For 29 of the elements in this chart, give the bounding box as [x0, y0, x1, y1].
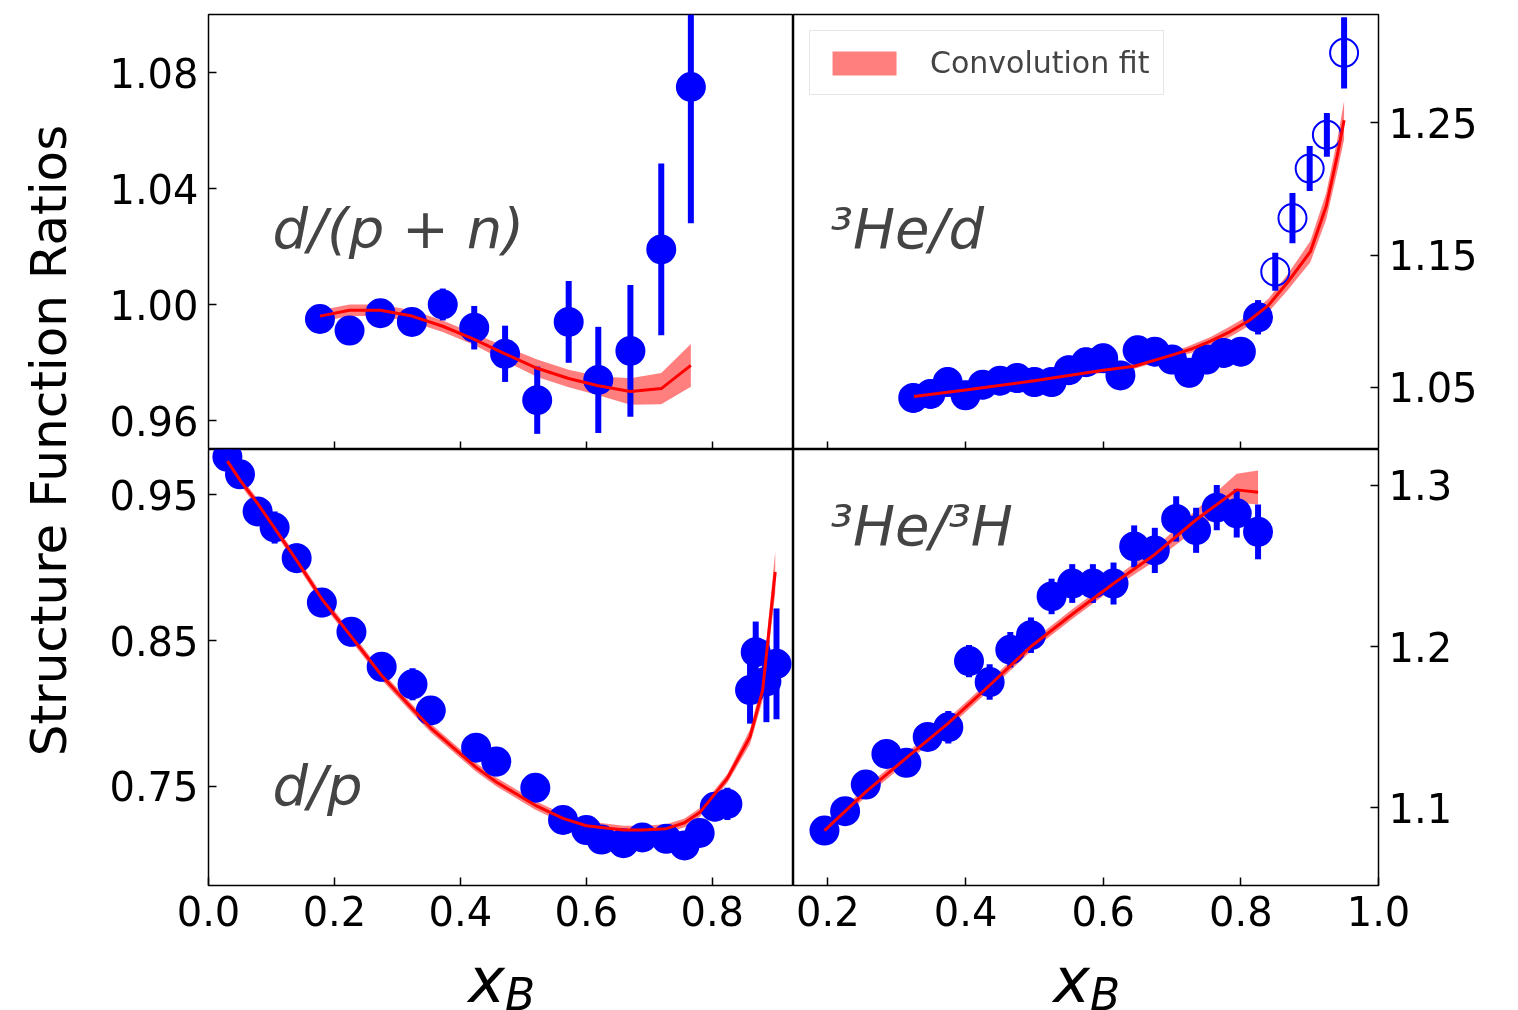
y-tick-label: 1.04: [109, 166, 199, 213]
y2-tick-label: 1.1: [1388, 785, 1453, 832]
x-tick-label: 0.2: [796, 888, 860, 935]
y2-tick-label: 1.2: [1388, 624, 1453, 671]
y-tick-label: 1.08: [109, 50, 199, 97]
x-tick-label: 0.2: [302, 888, 367, 935]
x-tick-label: 0.4: [428, 888, 493, 935]
annotation: ³He/³H: [830, 493, 1013, 558]
x-tick-label: 0.8: [1209, 888, 1273, 935]
y2-tick-label: 1.05: [1388, 365, 1478, 412]
y2-tick-label: 1.25: [1388, 100, 1478, 147]
x-tick-label: 0.4: [933, 888, 998, 935]
legend-label: Convolution fit: [930, 45, 1150, 80]
x-tick-label: 0.8: [680, 888, 745, 935]
annotation: ³He/d: [830, 196, 985, 261]
y-tick-label: 0.85: [109, 618, 199, 665]
y-tick-label: 0.75: [109, 764, 199, 811]
y-tick-label: 0.95: [109, 472, 199, 519]
y-tick-label: 0.96: [109, 398, 199, 445]
x-tick-label: 0.0: [176, 888, 241, 935]
x-tick-label: 0.6: [554, 888, 619, 935]
y-tick-label: 1.00: [109, 282, 199, 329]
x-tick-label: 0.6: [1071, 888, 1136, 935]
y2-tick-label: 1.3: [1388, 463, 1453, 510]
annotation: d/p: [272, 753, 363, 818]
annotation: d/(p + n): [272, 196, 525, 261]
y2-tick-label: 1.15: [1388, 233, 1478, 280]
y-axis-title: Structure Function Ratios: [19, 124, 78, 757]
x-tick-label: 1.0: [1346, 888, 1411, 935]
